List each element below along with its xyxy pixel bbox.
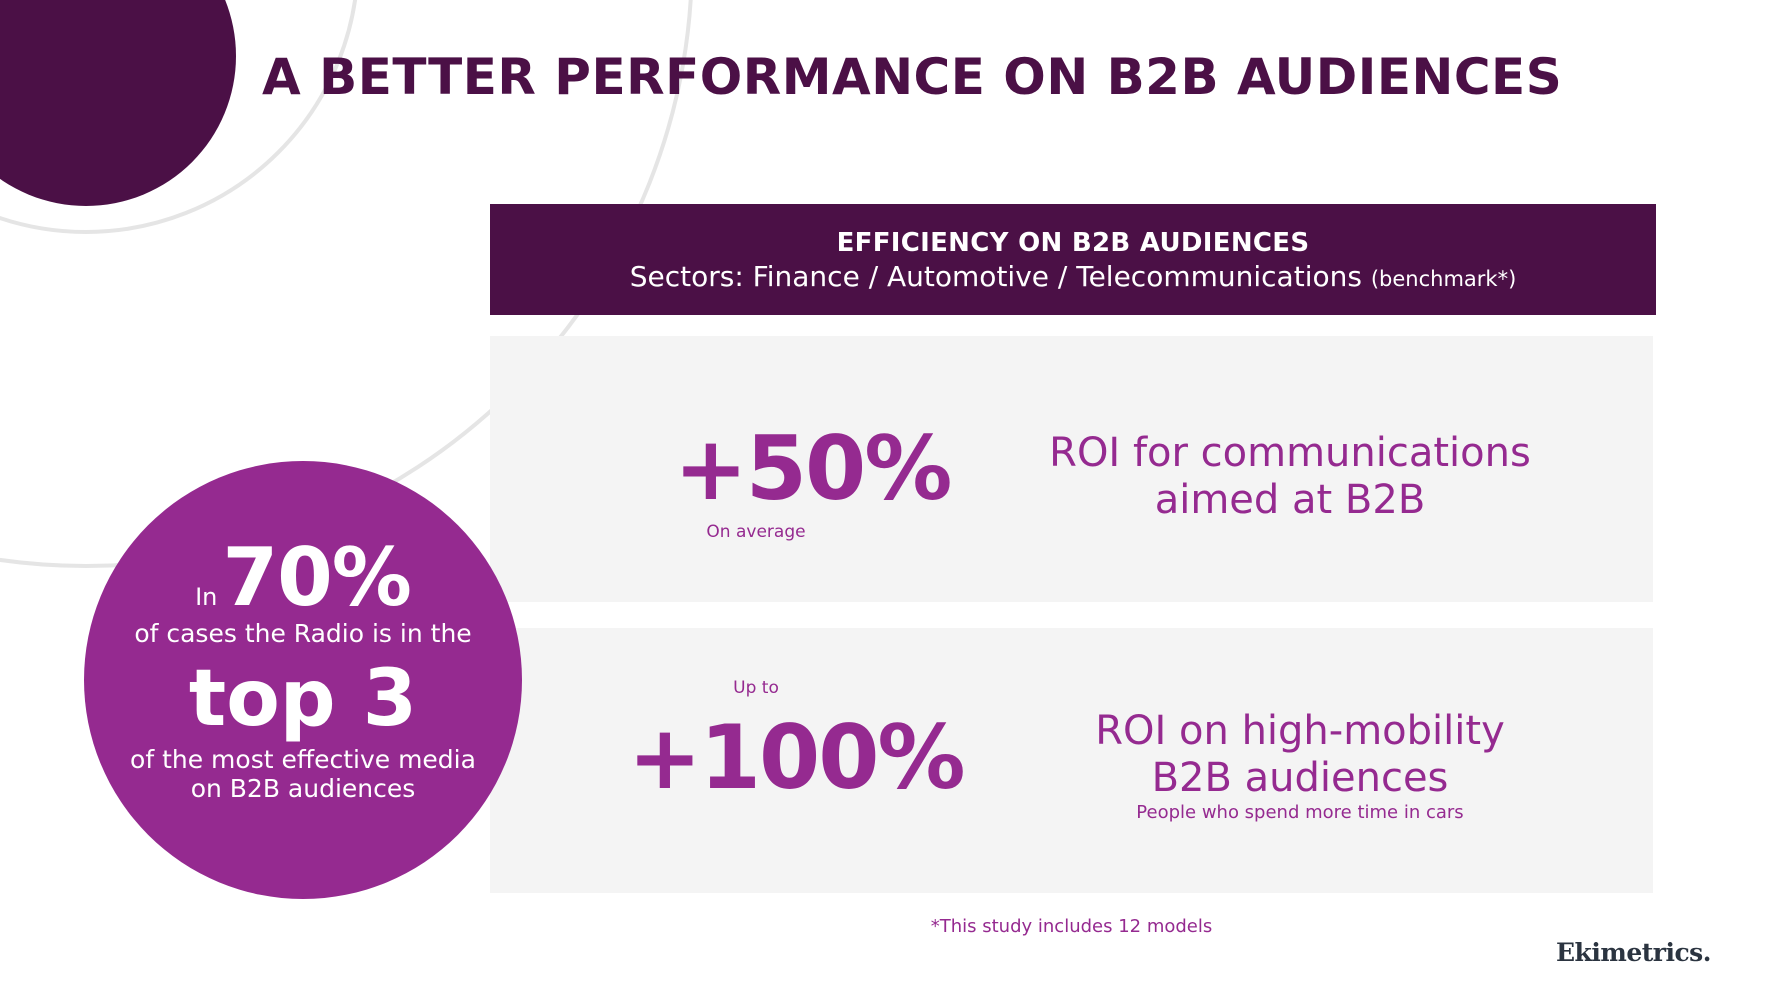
stat-prefix: Up to — [733, 678, 779, 698]
circle-line-2: of the most effective media — [130, 745, 476, 774]
circle-percentage: 70% — [222, 531, 411, 624]
roi-line-1: ROI for communications — [1049, 430, 1531, 476]
stat-note: On average — [706, 522, 806, 542]
decor-ring-small — [0, 0, 357, 234]
benchmark-text: (benchmark*) — [1370, 267, 1517, 291]
header-sectors: Sectors: Finance / Automotive / Telecomm… — [490, 260, 1656, 293]
roi-line-2: aimed at B2B — [1154, 477, 1426, 523]
stat-panel-average: +50% On average ROI for communications a… — [490, 336, 1653, 602]
circle-line-3: on B2B audiences — [190, 774, 416, 803]
roi-subtext: People who spend more time in cars — [1136, 802, 1464, 823]
roi-description: ROI on high-mobility B2B audiences — [1020, 708, 1580, 802]
roi-description: ROI for communications aimed at B2B — [1010, 430, 1570, 524]
roi-line-2: B2B audiences — [1151, 755, 1449, 801]
highlight-circle: In 70% of cases the Radio is in the top … — [84, 461, 522, 899]
sectors-text: Sectors: Finance / Automotive / Telecomm… — [629, 260, 1362, 293]
efficiency-header: EFFICIENCY ON B2B AUDIENCES Sectors: Fin… — [490, 204, 1656, 315]
stat-value: +100% — [628, 706, 966, 809]
circle-top3: top 3 — [188, 654, 418, 744]
page-title: A BETTER PERFORMANCE ON B2B AUDIENCES — [262, 48, 1563, 106]
ekimetrics-logo: Ekimetrics. — [1556, 938, 1711, 967]
header-title: EFFICIENCY ON B2B AUDIENCES — [836, 228, 1310, 258]
stat-value: +50% — [674, 417, 952, 520]
decor-ring-large — [0, 0, 693, 568]
circle-line-1: of cases the Radio is in the — [134, 619, 472, 648]
decor-dot — [0, 0, 236, 206]
circle-in: In — [195, 583, 218, 611]
stat-panel-max: Up to +100% ROI on high-mobility B2B aud… — [490, 628, 1653, 893]
roi-line-1: ROI on high-mobility — [1095, 708, 1505, 754]
footnote: *This study includes 12 models — [930, 916, 1213, 937]
circle-pct-line: In 70% — [84, 531, 522, 624]
